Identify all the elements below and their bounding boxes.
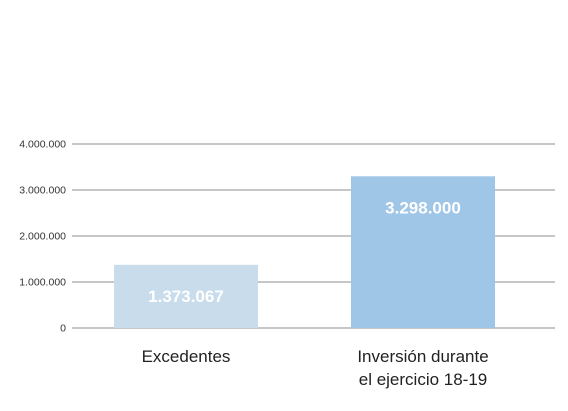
x-axis-category-labels: Excedentes Inversión durante el ejercicio … bbox=[142, 347, 489, 389]
y-tick-label: 4.000.000 bbox=[19, 139, 66, 151]
y-tick-label: 3.000.000 bbox=[19, 185, 66, 197]
bar bbox=[351, 176, 495, 328]
bar-data-labels: 1.373.067 3.298.000 bbox=[148, 198, 461, 306]
category-label: Excedentes bbox=[142, 347, 231, 366]
bar-value-label: 3.298.000 bbox=[385, 198, 461, 217]
y-tick-label: 0 bbox=[60, 323, 66, 335]
bar-value-label: 1.373.067 bbox=[148, 287, 224, 306]
category-label: el ejercicio 18-19 bbox=[359, 370, 488, 389]
bar bbox=[114, 264, 258, 328]
bars bbox=[114, 176, 495, 328]
y-tick-label: 1.000.000 bbox=[19, 277, 66, 289]
category-label: Inversión durante bbox=[357, 347, 488, 366]
y-tick-label: 2.000.000 bbox=[19, 231, 66, 243]
y-axis-tick-labels: 0 1.000.000 2.000.000 3.000.000 4.000.000 bbox=[19, 139, 66, 335]
